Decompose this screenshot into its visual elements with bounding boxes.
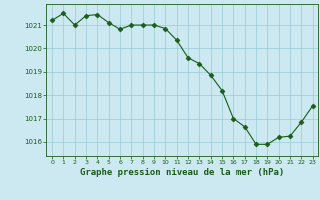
X-axis label: Graphe pression niveau de la mer (hPa): Graphe pression niveau de la mer (hPa): [80, 168, 284, 177]
